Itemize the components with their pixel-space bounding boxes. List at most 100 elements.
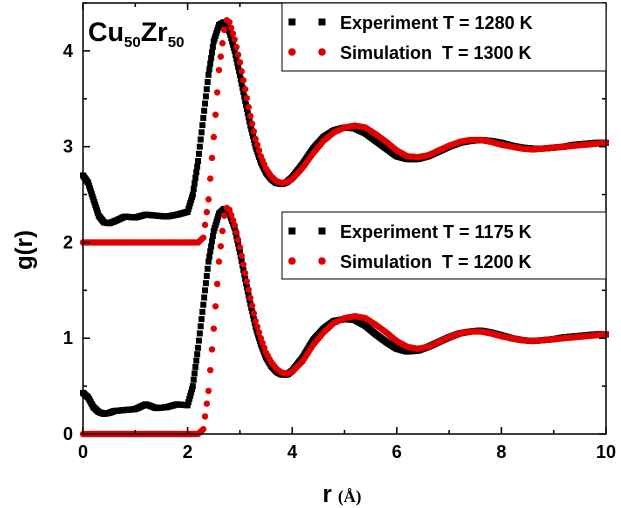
data-point	[196, 143, 203, 150]
title-element-2: Zr	[141, 17, 168, 47]
legend-box	[281, 211, 607, 280]
data-point	[228, 35, 235, 42]
data-point	[195, 150, 202, 157]
data-point	[202, 280, 209, 287]
x-tick-label: 0	[78, 442, 88, 462]
data-point	[248, 126, 255, 133]
data-point	[205, 196, 212, 203]
data-point	[184, 402, 191, 409]
data-point	[202, 93, 209, 100]
data-point	[198, 316, 205, 323]
data-point	[245, 103, 252, 111]
data-point	[209, 43, 216, 50]
data-point	[203, 272, 210, 279]
legend-label: Experiment T = 1280 K	[340, 13, 533, 33]
data-point	[209, 238, 216, 245]
data-point	[191, 180, 198, 187]
data-point	[205, 71, 212, 78]
data-point	[203, 86, 210, 93]
data-point	[208, 346, 216, 353]
data-point	[198, 129, 205, 136]
data-point	[208, 154, 216, 162]
data-point	[199, 122, 206, 129]
data-point	[208, 55, 215, 62]
data-point	[235, 241, 242, 248]
data-point	[240, 77, 247, 84]
data-point	[192, 174, 199, 181]
legend-0: Experiment T = 1280 K Simulation T = 1300…	[281, 2, 607, 72]
data-point	[199, 308, 206, 315]
data-point	[192, 363, 199, 370]
data-point	[205, 387, 212, 395]
data-point	[229, 216, 237, 224]
data-point	[202, 100, 209, 107]
data-point	[244, 110, 251, 117]
legend-label: Experiment T = 1175 K	[340, 222, 532, 242]
data-point	[214, 89, 221, 96]
series-layer	[79, 17, 610, 438]
x-tick-label: 2	[183, 442, 193, 462]
legend-marker	[288, 257, 326, 265]
chart-title: Cu50Zr50	[88, 17, 184, 51]
data-point	[206, 66, 213, 73]
data-point	[217, 243, 224, 250]
data-point	[212, 111, 219, 118]
data-point	[209, 233, 216, 240]
series-1	[79, 17, 610, 246]
data-point	[233, 55, 240, 62]
data-point	[191, 370, 198, 377]
data-point	[210, 325, 217, 332]
data-point	[188, 386, 195, 393]
y-tick-label: 3	[63, 137, 73, 157]
data-point	[229, 41, 236, 48]
data-point	[229, 30, 237, 37]
data-point	[252, 317, 259, 325]
data-point	[227, 24, 235, 32]
data-point	[215, 258, 223, 265]
data-point	[186, 395, 193, 402]
data-point	[200, 114, 207, 121]
data-point	[236, 59, 244, 66]
legend-marker	[288, 18, 326, 26]
data-point	[243, 101, 250, 108]
data-point	[217, 53, 224, 60]
data-point	[234, 236, 242, 244]
y-tick-label: 0	[63, 424, 73, 444]
data-point	[233, 43, 240, 51]
data-point	[189, 191, 196, 198]
data-point	[188, 389, 195, 396]
data-point	[238, 252, 245, 260]
data-point	[204, 265, 211, 272]
data-point	[231, 36, 238, 43]
data-point	[203, 400, 210, 407]
data-point	[255, 147, 263, 154]
data-point	[212, 303, 219, 310]
data-point	[201, 413, 209, 420]
data-point	[207, 366, 214, 374]
data-point	[207, 248, 214, 255]
data-point	[187, 392, 194, 399]
data-point	[243, 278, 251, 285]
data-point	[241, 86, 249, 93]
x-axis-symbol: r	[323, 481, 332, 508]
data-point	[193, 169, 200, 176]
data-point	[205, 258, 212, 265]
data-point	[190, 376, 197, 383]
data-point	[236, 249, 243, 256]
legend-box	[281, 2, 607, 72]
data-point	[219, 40, 226, 47]
data-point	[210, 133, 217, 141]
data-point	[235, 63, 242, 70]
title-element-1: Cu	[88, 17, 124, 47]
data-point	[194, 351, 201, 358]
legend-marker	[288, 48, 326, 56]
data-point	[236, 244, 244, 251]
data-point	[247, 294, 254, 302]
data-point	[226, 18, 233, 26]
legend-marker	[288, 227, 326, 235]
data-point	[226, 206, 233, 214]
data-point	[208, 243, 215, 250]
data-point	[248, 302, 256, 309]
data-point	[229, 38, 236, 45]
